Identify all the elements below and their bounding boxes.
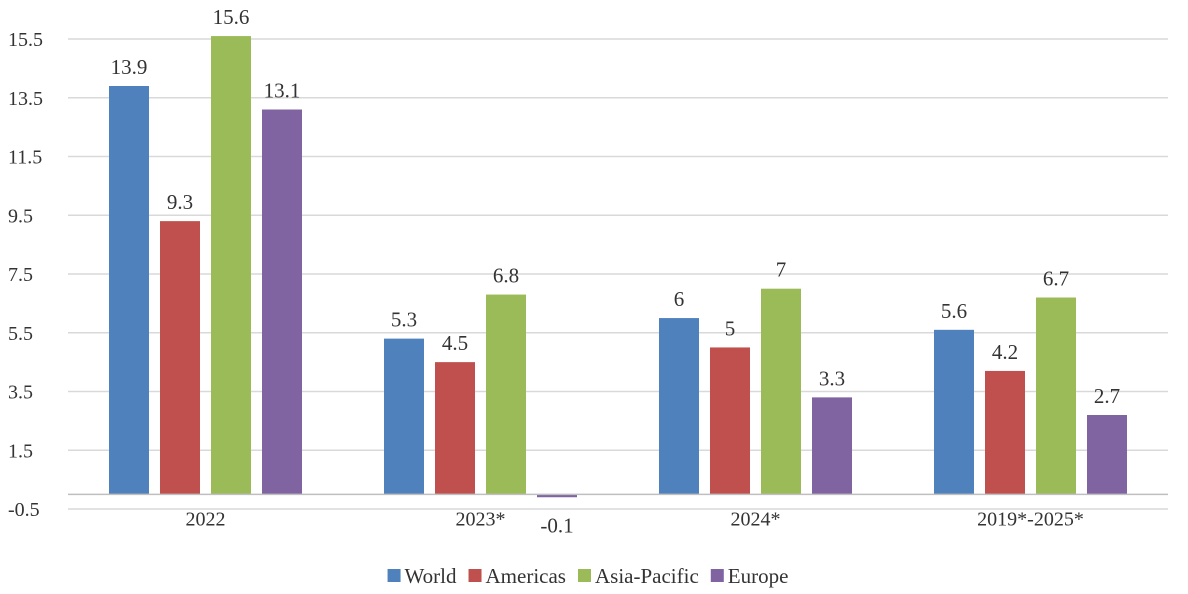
x-tick-label: 2024* [731, 508, 781, 530]
data-label: 6.8 [493, 264, 519, 288]
bar-world-0 [109, 86, 149, 495]
x-tick-label: 2022 [186, 508, 226, 530]
y-tick-label: 9.5 [8, 205, 33, 227]
y-tick-label: 13.5 [8, 88, 43, 110]
legend-swatch [577, 569, 591, 582]
bar-europe-1 [537, 494, 577, 498]
data-label: -0.1 [540, 513, 573, 537]
y-tick-label: -0.5 [8, 499, 40, 521]
x-axis: 2022 2023* 2024* 2019*-2025* [68, 493, 1168, 530]
data-label: 5.6 [941, 299, 967, 323]
data-label: 15.6 [213, 5, 250, 29]
bar-americas-2 [710, 347, 750, 495]
bar-asia-pacific-1 [486, 294, 526, 495]
y-tick-label: 7.5 [8, 264, 33, 286]
bar-americas-0 [160, 221, 200, 495]
data-label: 6 [674, 287, 685, 311]
data-labels: 13.9 9.3 15.6 13.1 5.3 4.5 6.8 -0.1 6 5 7 3.3 5.6 4.2… [111, 5, 1121, 537]
data-label: 13.9 [111, 55, 148, 79]
data-label: 5 [725, 316, 736, 340]
y-tick-label: 5.5 [8, 323, 33, 345]
data-label: 5.3 [391, 308, 417, 332]
data-label: 6.7 [1043, 267, 1069, 291]
data-label: 4.5 [442, 331, 468, 355]
legend-label: Americas [486, 564, 566, 588]
y-tick-label: 3.5 [8, 382, 33, 404]
y-tick-label: 1.5 [8, 440, 33, 462]
legend-swatch [710, 569, 724, 582]
bar-world-2 [659, 318, 699, 495]
legend-swatch [468, 569, 482, 582]
data-label: 3.3 [819, 366, 845, 390]
legend-label: World [405, 564, 457, 588]
gridlines [68, 38, 1168, 510]
bar-americas-1 [435, 362, 475, 495]
bar-europe-0 [262, 109, 302, 495]
data-label: 9.3 [167, 190, 193, 214]
bar-europe-3 [1087, 415, 1127, 495]
y-tick-label: 15.5 [8, 29, 43, 51]
bar-world-3 [934, 329, 974, 495]
bar-asia-pacific-2 [761, 288, 801, 495]
data-label: 13.1 [264, 79, 301, 103]
bar-asia-pacific-0 [211, 36, 251, 495]
bar-asia-pacific-3 [1036, 297, 1076, 495]
data-label: 2.7 [1094, 384, 1120, 408]
bar-world-1 [384, 338, 424, 495]
legend: World Americas Asia-Pacific Europe [387, 564, 789, 588]
bars [109, 36, 1127, 498]
x-tick-label: 2023* [456, 508, 506, 530]
x-tick-label: 2019*-2025* [977, 508, 1084, 530]
data-label: 7 [776, 258, 787, 282]
y-axis: -0.5 1.5 3.5 5.5 7.5 9.5 11.5 13.5 15.5 [8, 29, 43, 521]
bar-europe-2 [812, 397, 852, 495]
legend-label: Asia-Pacific [595, 564, 699, 588]
data-label: 4.2 [992, 340, 1018, 364]
legend-swatch [387, 569, 401, 582]
legend-label: Europe [728, 564, 789, 588]
y-tick-label: 11.5 [8, 147, 42, 169]
bar-americas-3 [985, 370, 1025, 495]
